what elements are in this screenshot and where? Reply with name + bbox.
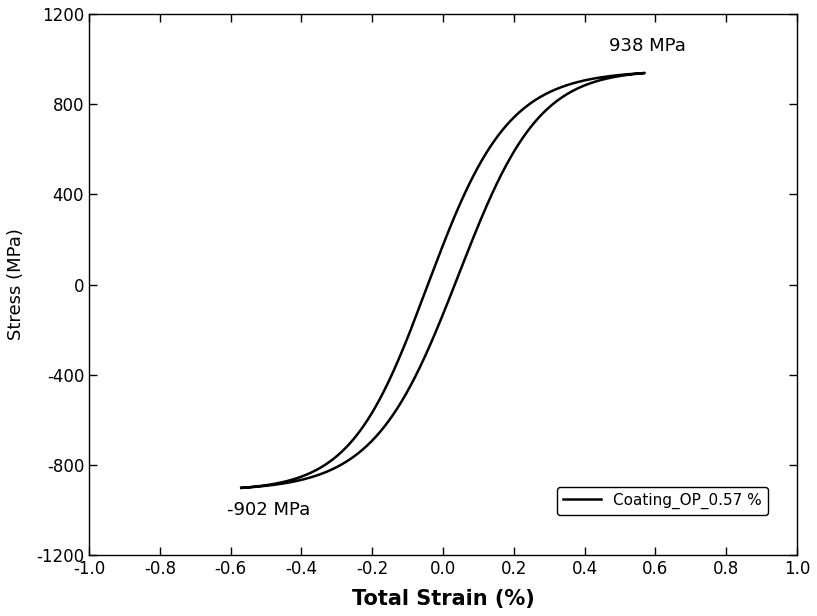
Coating_OP_0.57 % xyxy=(475,160,484,168)
Text: 938 MPa: 938 MPa xyxy=(609,36,686,55)
Coating_OP_0.57 % xyxy=(236,484,246,492)
Coating_OP_0.57 % xyxy=(236,484,246,492)
Coating_OP_0.57 % xyxy=(599,76,609,83)
Coating_OP_0.57 % xyxy=(573,85,583,92)
Line: Coating_OP_0.57 %: Coating_OP_0.57 % xyxy=(241,73,645,488)
X-axis label: Total Strain (%): Total Strain (%) xyxy=(351,589,534,609)
Coating_OP_0.57 % xyxy=(640,70,650,77)
Y-axis label: Stress (MPa): Stress (MPa) xyxy=(7,229,25,341)
Text: -902 MPa: -902 MPa xyxy=(227,501,310,519)
Coating_OP_0.57 % xyxy=(326,466,336,474)
Legend: Coating_OP_0.57 %: Coating_OP_0.57 % xyxy=(556,487,768,515)
Coating_OP_0.57 % xyxy=(386,371,396,379)
Coating_OP_0.57 % xyxy=(400,339,410,346)
